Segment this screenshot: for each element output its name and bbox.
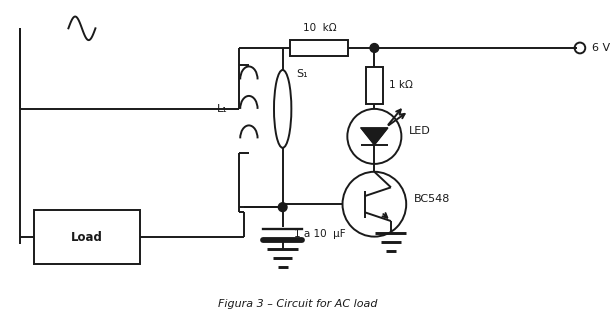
FancyBboxPatch shape — [291, 40, 348, 56]
Text: BC548: BC548 — [414, 194, 451, 204]
Polygon shape — [361, 128, 388, 145]
Text: S₁: S₁ — [296, 69, 308, 79]
Text: 1 kΩ: 1 kΩ — [389, 80, 413, 90]
Text: 1 a 10  μF: 1 a 10 μF — [294, 229, 346, 239]
Text: Figura 3 – Circuit for AC load: Figura 3 – Circuit for AC load — [218, 299, 378, 309]
FancyBboxPatch shape — [366, 67, 383, 104]
Text: L₁: L₁ — [216, 104, 227, 114]
Circle shape — [278, 203, 287, 211]
Text: 10  kΩ: 10 kΩ — [303, 23, 336, 33]
Text: LED: LED — [409, 127, 431, 136]
Text: Load: Load — [71, 231, 103, 244]
Circle shape — [370, 44, 379, 52]
Ellipse shape — [274, 70, 291, 148]
Text: 6 V: 6 V — [592, 43, 610, 53]
FancyBboxPatch shape — [34, 210, 140, 264]
